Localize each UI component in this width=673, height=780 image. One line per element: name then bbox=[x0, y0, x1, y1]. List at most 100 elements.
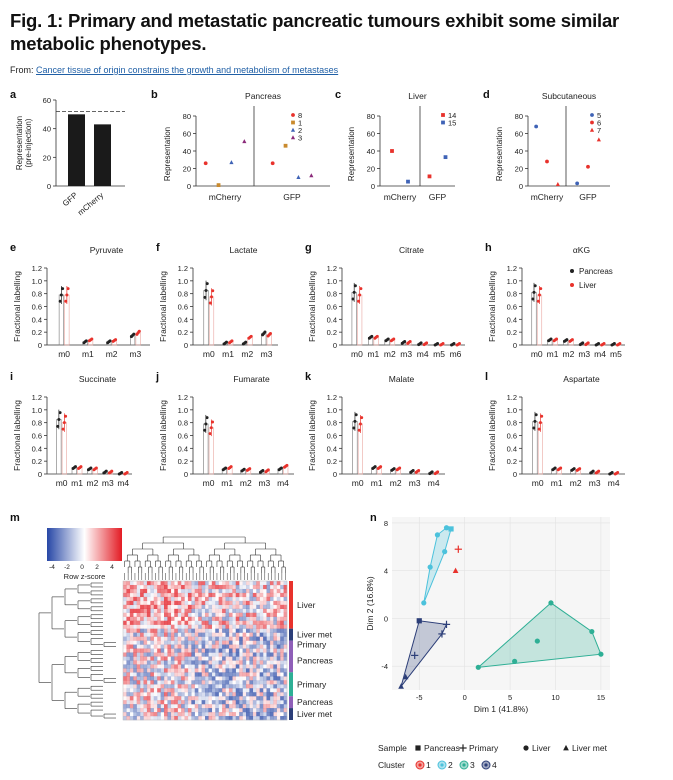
panel-m-heatmap-cell bbox=[235, 636, 240, 641]
panel-m-heatmap-cell bbox=[273, 608, 277, 613]
panel-m-heatmap-cell bbox=[208, 680, 213, 685]
panel-m-heatmap-cell bbox=[133, 648, 137, 653]
panel-m-heatmap-cell bbox=[269, 581, 274, 586]
panel-label-h: h bbox=[485, 242, 492, 254]
panel-m-heatmap-cell bbox=[187, 616, 192, 621]
panel-m-heatmap-cell bbox=[153, 604, 158, 609]
panel-m-heatmap-cell bbox=[266, 628, 271, 633]
panel-m-heatmap-cell bbox=[269, 672, 274, 677]
panel-m-heatmap-cell bbox=[194, 596, 199, 602]
panel-m-heatmap-cell bbox=[222, 700, 226, 705]
panel-m-heatmap-cell bbox=[232, 629, 236, 633]
panel-c-ylabel: Representation bbox=[347, 127, 356, 181]
panel-m-heatmap-cell bbox=[242, 684, 247, 689]
panel-m-heatmap-cell bbox=[181, 628, 185, 633]
panel-a-bar-GFP bbox=[68, 114, 85, 186]
panel-m-heatmap-cell bbox=[215, 660, 219, 665]
panel-label-b: b bbox=[151, 89, 158, 101]
panel-m-heatmap-cell bbox=[188, 704, 192, 708]
panel-m-heatmap-cell bbox=[228, 644, 233, 649]
panel-m-heatmap-cell bbox=[215, 684, 219, 689]
panel-c-legend-label: 14 bbox=[448, 111, 456, 120]
panel-m-heatmap-cell bbox=[273, 597, 277, 601]
panel-m-heatmap-cell bbox=[236, 641, 240, 645]
panel-m-heatmap-cell bbox=[284, 664, 288, 668]
panel-m-heatmap-cell bbox=[133, 624, 137, 629]
panel-m-heatmap-cell bbox=[181, 604, 185, 609]
panel-m-heatmap-cell bbox=[249, 660, 254, 665]
panel-m-heatmap-cell bbox=[211, 640, 216, 645]
panel-g-category-label: m2 bbox=[384, 349, 396, 359]
panel-m-heatmap-cell bbox=[194, 608, 199, 613]
panel-i-replicate-point bbox=[64, 414, 68, 418]
panel-m-heatmap-cell bbox=[140, 616, 144, 621]
panel-m-heatmap-cell bbox=[164, 592, 168, 598]
panel-m-heatmap-cell bbox=[129, 604, 134, 609]
panel-m-heatmap-cell bbox=[218, 588, 223, 594]
panel-m-heatmap-cell bbox=[153, 600, 158, 606]
panel-m-heatmap-cell bbox=[276, 624, 281, 629]
panel-m-heatmap-cell bbox=[228, 712, 233, 717]
panel-m-heatmap-cell bbox=[170, 668, 175, 673]
panel-m-heatmap-cell bbox=[232, 672, 236, 677]
panel-m-heatmap-cell bbox=[242, 640, 247, 645]
panel-c-y-tick-label: 60 bbox=[367, 130, 375, 139]
panel-m-heatmap-cell bbox=[208, 672, 213, 677]
panel-m-heatmap-cell bbox=[276, 688, 281, 693]
panel-h-category-label: m2 bbox=[563, 349, 575, 359]
panel-m-heatmap-cell bbox=[242, 716, 247, 721]
panel-m-heatmap-cell bbox=[228, 620, 233, 625]
panel-m-heatmap-cell bbox=[249, 608, 254, 613]
panel-m-heatmap-cell bbox=[194, 668, 199, 673]
panel-k-y-tick-label: 1.2 bbox=[327, 393, 337, 402]
panel-m-heatmap-cell bbox=[232, 613, 236, 617]
panel-m-heatmap-cell bbox=[242, 588, 247, 594]
panel-m-heatmap-cell bbox=[225, 632, 230, 637]
panel-m-heatmap-cell bbox=[123, 604, 127, 609]
panel-m-heatmap-cell bbox=[198, 596, 202, 602]
panel-m-heatmap-cell bbox=[256, 664, 260, 669]
panel-m-heatmap-cell bbox=[136, 584, 141, 590]
panel-m-heatmap-cell bbox=[153, 588, 158, 594]
panel-m-heatmap-cell bbox=[153, 624, 158, 629]
panel-m-heatmap-cell bbox=[266, 632, 271, 637]
panel-m-heatmap-cell bbox=[170, 688, 175, 693]
panel-m-heatmap-cell bbox=[129, 716, 134, 721]
panel-m-heatmap-cell bbox=[276, 664, 281, 669]
panel-m-heatmap-cell bbox=[181, 688, 185, 693]
panel-m-heatmap-cell bbox=[136, 581, 141, 586]
panel-m-heatmap-cell bbox=[133, 700, 137, 705]
panel-m-heatmap-cell bbox=[170, 716, 175, 721]
panel-m-heatmap-cell bbox=[215, 604, 219, 609]
panel-m-heatmap-cell bbox=[259, 624, 264, 629]
panel-m-heatmap-cell bbox=[181, 636, 185, 641]
panel-n-point bbox=[548, 600, 554, 606]
panel-j-replicate-point bbox=[208, 432, 212, 436]
panel-m-heatmap-cell bbox=[273, 680, 277, 685]
panel-m-heatmap-cell bbox=[249, 628, 254, 633]
panel-m-heatmap-cell bbox=[174, 652, 178, 657]
panel-k-replicate-point bbox=[411, 469, 415, 473]
panel-m-heatmap-cell bbox=[280, 664, 284, 669]
panel-label-d: d bbox=[483, 89, 490, 101]
panel-m-heatmap-cell bbox=[225, 612, 230, 617]
panel-c-point bbox=[427, 174, 432, 179]
panel-m-heatmap-cell bbox=[140, 672, 144, 677]
panel-m-heatmap-cell bbox=[201, 676, 206, 681]
panel-m-heatmap-cell bbox=[150, 700, 154, 705]
panel-m-heatmap-cell bbox=[243, 676, 247, 680]
panel-m-heatmap-cell bbox=[184, 668, 189, 673]
panel-i-category-label: m2 bbox=[87, 478, 99, 488]
panel-m-heatmap-cell bbox=[269, 612, 274, 617]
panel-m-heatmap-cell bbox=[263, 616, 267, 621]
panel-b-group-label: GFP bbox=[283, 192, 301, 202]
panel-m-heatmap-cell bbox=[208, 696, 213, 701]
panel-l-replicate-point bbox=[572, 467, 576, 471]
panel-n-point bbox=[454, 545, 462, 553]
source-article-link[interactable]: Cancer tissue of origin constrains the g… bbox=[36, 65, 339, 75]
panel-label-c: c bbox=[335, 89, 341, 101]
panel-h-replicate-point bbox=[586, 341, 590, 345]
panel-j-y-tick-label: 0.8 bbox=[178, 419, 188, 428]
panel-m-heatmap-cell bbox=[191, 644, 195, 649]
panel-m-heatmap-cell bbox=[167, 604, 172, 609]
